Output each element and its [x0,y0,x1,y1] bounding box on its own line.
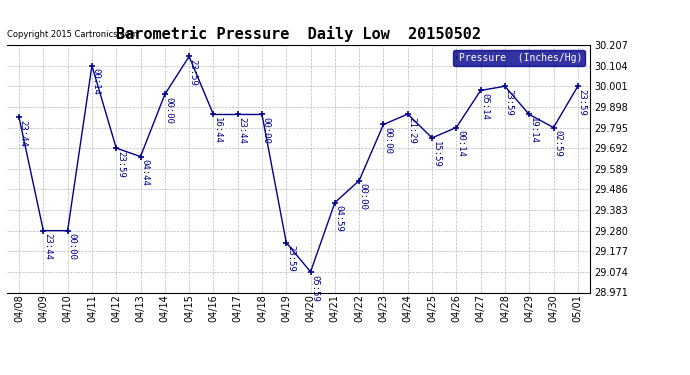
Text: 23:59: 23:59 [189,59,198,86]
Text: 04:44: 04:44 [140,159,149,186]
Text: 00:00: 00:00 [68,233,77,260]
Text: 23:59: 23:59 [116,151,125,178]
Text: 04:59: 04:59 [335,206,344,232]
Text: 05:59: 05:59 [310,274,319,302]
Text: 15:59: 15:59 [432,141,441,168]
Text: 00:00: 00:00 [383,127,392,154]
Text: 00:14: 00:14 [92,68,101,95]
Legend: Pressure  (Inches/Hg): Pressure (Inches/Hg) [453,50,585,66]
Text: 05:14: 05:14 [480,93,489,120]
Text: 23:59: 23:59 [286,245,295,272]
Text: 21:29: 21:29 [407,117,416,144]
Text: 19:14: 19:14 [529,117,538,144]
Text: 23:59: 23:59 [578,89,586,116]
Text: 00:00: 00:00 [262,117,270,144]
Title: Barometric Pressure  Daily Low  20150502: Barometric Pressure Daily Low 20150502 [116,27,481,42]
Text: Copyright 2015 Cartronics.com: Copyright 2015 Cartronics.com [7,30,138,39]
Text: 23:44: 23:44 [19,120,28,147]
Text: 02:59: 02:59 [553,130,562,157]
Text: 00:00: 00:00 [359,183,368,210]
Text: 23:44: 23:44 [43,233,52,260]
Text: 16:44: 16:44 [213,117,222,144]
Text: 00:00: 00:00 [164,97,173,124]
Text: 00:14: 00:14 [456,130,465,157]
Text: 23:44: 23:44 [237,117,246,144]
Text: 23:59: 23:59 [504,89,513,116]
